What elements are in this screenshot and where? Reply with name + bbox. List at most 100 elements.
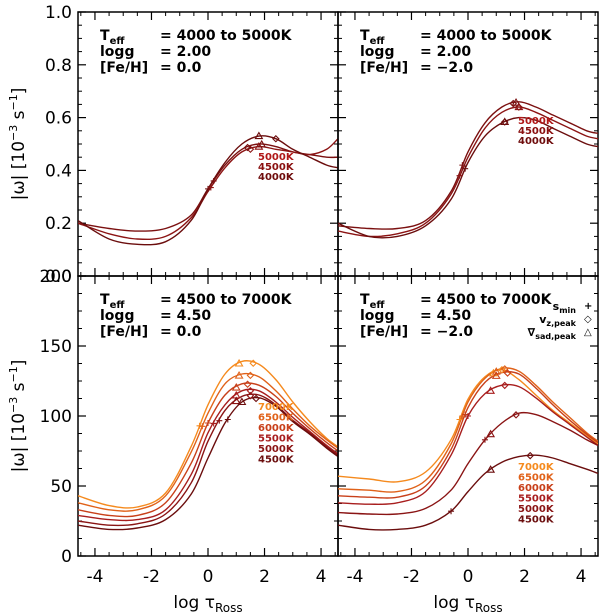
marker-smin bbox=[462, 165, 469, 172]
marker-nabla bbox=[486, 429, 496, 438]
marker-nabla bbox=[237, 397, 247, 406]
info-feh-value: = 0.0 bbox=[160, 324, 202, 340]
marker-vpeak bbox=[500, 381, 509, 390]
y-tick-label: 0 bbox=[61, 547, 72, 567]
info-feh-value: = −2.0 bbox=[420, 324, 473, 340]
marker-vpeak bbox=[246, 145, 255, 154]
marker-vpeak bbox=[246, 371, 255, 380]
marker-smin bbox=[465, 413, 471, 419]
marker-nabla bbox=[500, 117, 510, 126]
series-line-7000K bbox=[338, 369, 598, 483]
marker-smin bbox=[210, 177, 217, 184]
info-feh-value: = 0.0 bbox=[160, 60, 202, 76]
series-line-6500K bbox=[338, 367, 598, 493]
marker-smin bbox=[207, 184, 214, 191]
marker-smin bbox=[205, 185, 211, 192]
marker-vpeak bbox=[509, 99, 517, 108]
legend-entry: ∇sad,peak bbox=[528, 326, 577, 341]
curve-label: 5500K bbox=[518, 494, 555, 505]
curve-label: 4500K bbox=[518, 515, 555, 526]
marker-smin bbox=[481, 436, 488, 443]
series-line-6000K bbox=[78, 382, 338, 518]
x-tick-label: 2 bbox=[519, 567, 530, 587]
x-tick-label: 2 bbox=[259, 567, 270, 587]
series-group bbox=[78, 135, 338, 246]
info-feh: [Fe/H] bbox=[360, 324, 408, 340]
marker-smin bbox=[224, 416, 231, 423]
series-line-4500K bbox=[338, 106, 598, 238]
legend-entry: vz,peak bbox=[539, 313, 576, 328]
y-tick-label: 0.2 bbox=[45, 214, 72, 234]
series-line-5500K bbox=[338, 383, 598, 506]
marker-vpeak bbox=[498, 366, 506, 374]
info-teff: Teff bbox=[100, 28, 125, 47]
y-axis-title-top: |ω| [10−3 s−1] bbox=[7, 88, 29, 201]
marker-nabla bbox=[491, 367, 501, 375]
legend-symbol: △ bbox=[584, 327, 592, 338]
curve-label: 7000K bbox=[258, 402, 295, 413]
info-teff-value: = 4000 to 5000K bbox=[160, 28, 293, 44]
info-teff-value: = 4500 to 7000K bbox=[420, 292, 553, 308]
series-group bbox=[338, 101, 598, 239]
marker-nabla bbox=[491, 371, 501, 379]
marker-nabla bbox=[486, 386, 496, 394]
marker-vpeak bbox=[512, 411, 520, 419]
curve-label: 5500K bbox=[258, 434, 295, 445]
y-tick-label: 100 bbox=[40, 407, 72, 427]
info-feh: [Fe/H] bbox=[100, 324, 148, 340]
legend-symbol: ◇ bbox=[584, 314, 592, 325]
series-line-4500K bbox=[78, 396, 338, 531]
y-tick-label: 0.6 bbox=[45, 109, 72, 129]
marker-nabla bbox=[514, 102, 524, 111]
y-tick-label: 50 bbox=[50, 477, 72, 497]
marker-nabla bbox=[231, 396, 241, 405]
curve-label: 5000K bbox=[518, 504, 555, 515]
info-teff-value: = 4500 to 7000K bbox=[160, 292, 293, 308]
x-axis-title-right: log τRoss bbox=[433, 593, 502, 615]
marker-vpeak bbox=[243, 143, 252, 152]
info-logg-value: = 2.00 bbox=[420, 44, 471, 60]
info-logg: logg bbox=[100, 44, 134, 60]
marker-smin bbox=[456, 416, 463, 423]
marker-vpeak bbox=[246, 391, 255, 400]
curve-label: 5000K bbox=[258, 444, 295, 455]
marker-smin bbox=[456, 172, 463, 179]
x-tick-label: -4 bbox=[86, 567, 103, 587]
legend-symbol: + bbox=[584, 301, 592, 312]
marker-smin bbox=[216, 417, 223, 424]
marker-smin bbox=[199, 423, 206, 430]
series-line-5000K bbox=[338, 411, 598, 516]
info-feh: [Fe/H] bbox=[100, 60, 148, 76]
panel-bottom-left: -4 -2 0 2 4 0 50 100 150 200 7000K6500K6000K5500K5… bbox=[40, 267, 339, 587]
series-group bbox=[78, 360, 338, 531]
x-axis-title-left: log τRoss bbox=[173, 593, 242, 615]
info-teff: Teff bbox=[100, 292, 125, 311]
series-line-6000K bbox=[338, 371, 598, 499]
curve-label: 4000K bbox=[518, 136, 555, 147]
x-tick-label: 0 bbox=[463, 567, 474, 587]
marker-nabla bbox=[231, 382, 241, 391]
series-line-4000K bbox=[78, 135, 338, 246]
series-line-6500K bbox=[78, 372, 338, 512]
curve-label: 5000K bbox=[518, 116, 555, 127]
marker-smin bbox=[459, 413, 466, 419]
curve-label: 4000K bbox=[258, 172, 295, 183]
marker-nabla bbox=[234, 358, 244, 367]
info-feh: [Fe/H] bbox=[360, 60, 408, 76]
info-teff: Teff bbox=[360, 292, 385, 311]
marker-vpeak bbox=[243, 380, 252, 389]
series-group bbox=[338, 367, 598, 531]
x-tick-label: -4 bbox=[346, 567, 363, 587]
curve-label: 5000K bbox=[258, 152, 295, 163]
y-tick-label: 0.4 bbox=[45, 161, 72, 181]
series-line-4500K bbox=[338, 454, 598, 531]
x-tick-label: 4 bbox=[576, 567, 587, 587]
marker-nabla bbox=[257, 139, 267, 148]
marker-nabla bbox=[488, 368, 498, 377]
marker-vpeak bbox=[252, 394, 260, 403]
y-tick-label: 150 bbox=[40, 337, 72, 357]
marker-smin bbox=[448, 508, 455, 515]
